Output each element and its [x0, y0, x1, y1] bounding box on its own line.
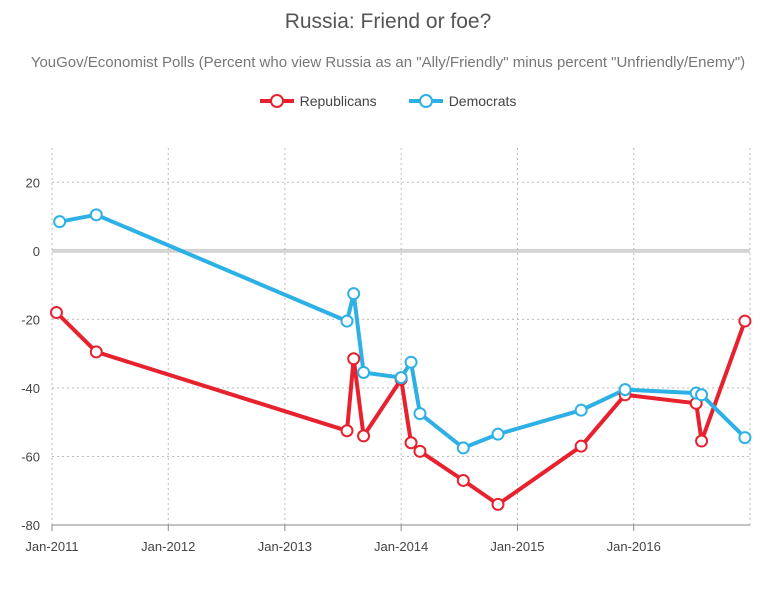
data-point-republicans [491, 497, 505, 511]
x-tick-label: Jan-2013 [258, 539, 312, 554]
data-point-democrats [491, 427, 505, 441]
legend: Republicans Democrats [0, 93, 776, 109]
data-point-republicans [89, 345, 103, 359]
data-point-republicans [347, 352, 361, 366]
x-tick-label: Jan-2016 [607, 539, 661, 554]
data-point-democrats [347, 287, 361, 301]
data-point-democrats [618, 383, 632, 397]
data-point-democrats [695, 388, 709, 402]
chart-title: Russia: Friend or foe? [284, 10, 492, 33]
y-tick-label: -20 [21, 312, 40, 327]
data-point-republicans [404, 436, 418, 450]
data-point-republicans [456, 473, 470, 487]
legend-label-republicans: Republicans [299, 93, 377, 109]
x-tick-label: Jan-2011 [25, 539, 78, 554]
data-point-republicans [738, 314, 752, 328]
data-point-democrats [456, 441, 470, 455]
legend-swatch-democrats [408, 94, 443, 108]
legend-label-democrats: Democrats [448, 93, 517, 109]
data-point-democrats [394, 371, 408, 385]
y-tick-label: -40 [21, 381, 40, 396]
data-point-democrats [357, 365, 371, 379]
y-tick-label: 0 [33, 244, 40, 259]
data-point-republicans [357, 429, 371, 443]
y-tick-label: 20 [26, 175, 40, 190]
data-point-democrats [738, 431, 752, 445]
legend-swatch-republicans [259, 94, 294, 108]
y-tick-label: -60 [21, 449, 40, 464]
data-point-republicans [49, 306, 63, 320]
data-point-republicans [413, 444, 427, 458]
x-tick-label: Jan-2012 [141, 539, 195, 554]
data-point-republicans [695, 434, 709, 448]
data-point-republicans [574, 439, 588, 453]
data-point-democrats [413, 407, 427, 421]
legend-item-republicans[interactable]: Republicans [259, 93, 377, 109]
legend-item-democrats[interactable]: Democrats [408, 93, 517, 109]
data-point-democrats [574, 403, 588, 417]
chart-subtitle: YouGov/Economist Polls (Percent who view… [30, 54, 746, 71]
data-point-democrats [404, 355, 418, 369]
y-tick-label: -80 [21, 518, 40, 533]
data-point-democrats [89, 208, 103, 222]
data-point-democrats [53, 215, 67, 229]
x-tick-label: Jan-2014 [374, 539, 428, 554]
data-point-republicans [340, 424, 354, 438]
data-point-democrats [340, 314, 354, 328]
x-tick-label: Jan-2015 [490, 539, 544, 554]
